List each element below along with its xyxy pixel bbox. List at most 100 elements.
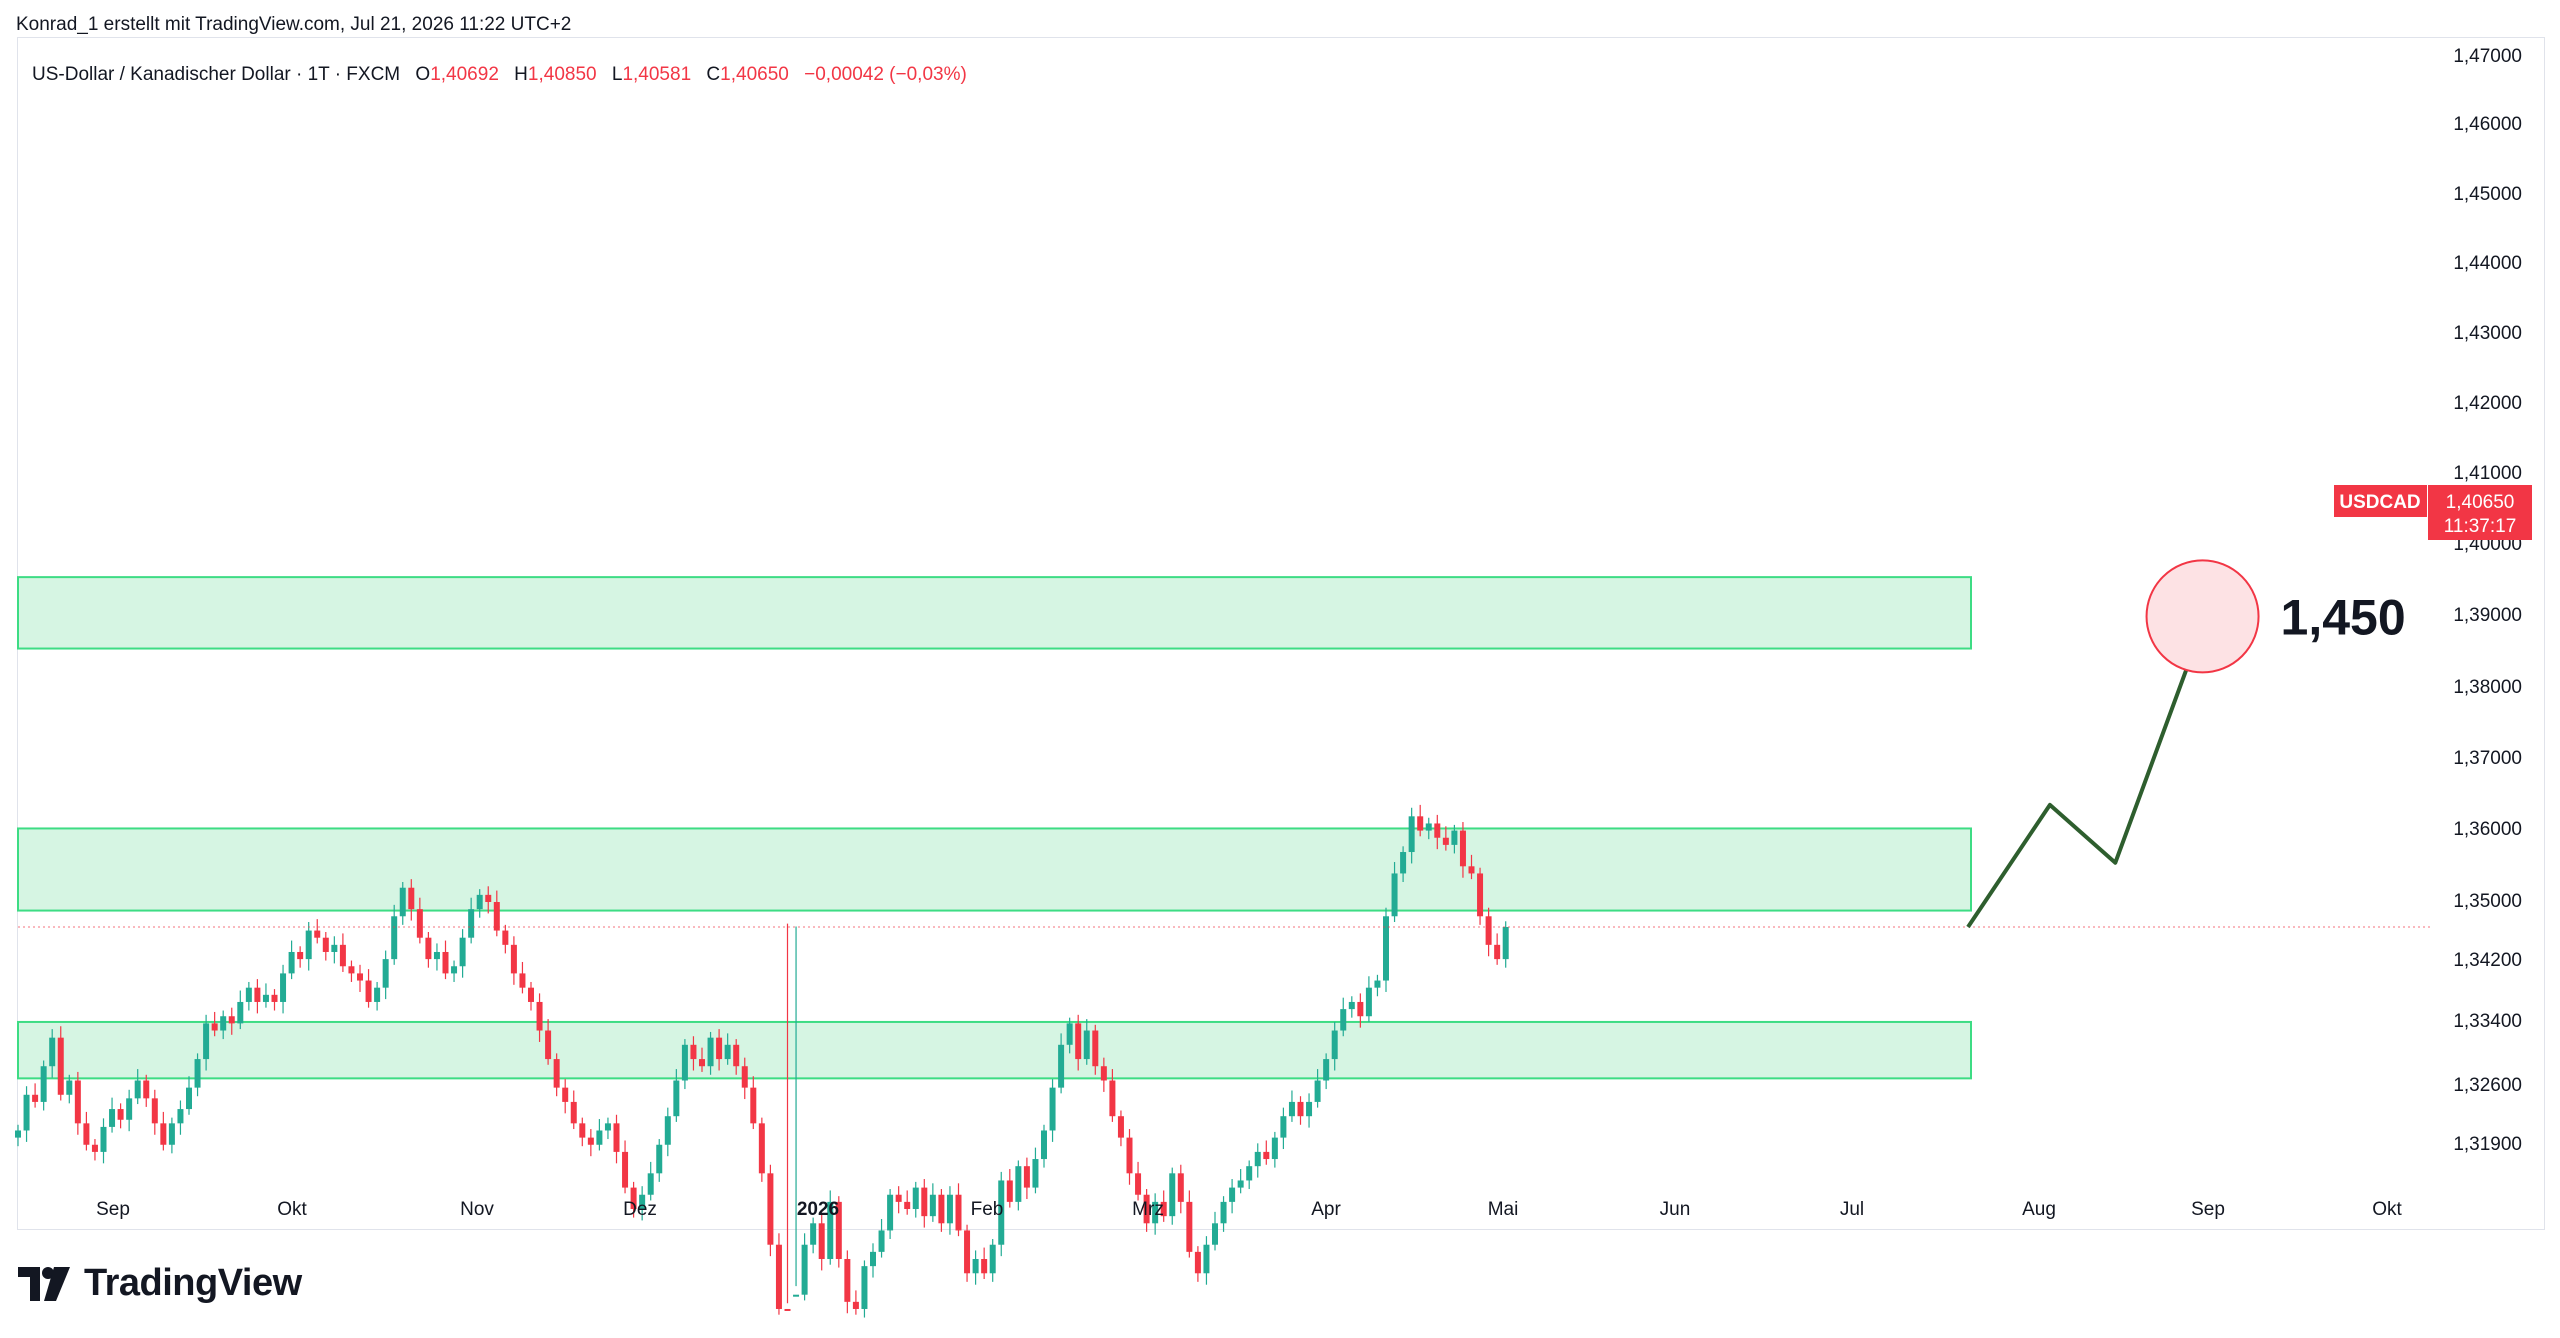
candle-body <box>1075 1023 1082 1060</box>
candle-body <box>476 894 483 910</box>
price-axis: 1,47000 1,46000 1,45000 1,44000 1,43000 1,420… <box>2453 46 2522 1155</box>
candle-body <box>485 894 492 902</box>
tradingview-logo-icon <box>18 1266 70 1301</box>
close-value: 1,40650 <box>720 64 789 85</box>
candle-body <box>579 1123 586 1138</box>
candle-body <box>921 1187 928 1217</box>
x-tick-label: Dez <box>623 1199 657 1220</box>
candle-body <box>228 1016 235 1024</box>
candle-body <box>647 1173 654 1195</box>
candle-body <box>1425 823 1432 831</box>
projection-path <box>1966 609 2210 929</box>
candle-body <box>1049 1087 1056 1131</box>
candle-body <box>271 994 278 1002</box>
candle-body <box>143 1080 150 1099</box>
x-tick-label: Apr <box>1311 1199 1341 1220</box>
price-badge-bg <box>2428 485 2532 540</box>
candle-body <box>211 1023 218 1031</box>
candle-body <box>510 944 517 974</box>
candle-body <box>929 1194 936 1217</box>
candle-body <box>177 1109 184 1124</box>
candle-body <box>604 1123 611 1131</box>
candle-body <box>656 1144 663 1174</box>
candle-body <box>964 1230 971 1274</box>
candle-body <box>1066 1023 1073 1045</box>
x-tick-label: Okt <box>2372 1199 2402 1220</box>
price-zone <box>17 827 1972 912</box>
candle-body <box>1083 1030 1090 1060</box>
candle-body <box>1494 944 1501 960</box>
candle-body <box>416 909 423 938</box>
candle-body <box>887 1194 894 1231</box>
candle-body <box>322 937 329 952</box>
x-tick-label: Sep <box>96 1199 130 1220</box>
candle-body <box>15 1130 21 1138</box>
candle-body <box>1006 1180 1013 1202</box>
candle-body <box>1237 1180 1244 1188</box>
candle-body <box>117 1109 124 1120</box>
candle-body <box>835 1201 842 1259</box>
author-line: Konrad_1 erstellt mit TradingView.com, J… <box>16 14 572 35</box>
y-tick-label: 1,42000 <box>2453 393 2522 414</box>
candle-body <box>553 1059 560 1088</box>
candle-body <box>1434 823 1441 838</box>
candle-body <box>1109 1080 1116 1117</box>
candle-body <box>1023 1166 1030 1188</box>
candle-body <box>365 980 372 1002</box>
candle-body <box>1015 1166 1022 1202</box>
candle-body <box>1323 1059 1330 1081</box>
candle-body <box>741 1066 748 1088</box>
candle-body <box>870 1251 876 1267</box>
symbol-title[interactable]: US-Dollar / Kanadischer Dollar · 1T · FX… <box>32 64 401 85</box>
candle-body <box>74 1080 81 1124</box>
candle-body <box>630 1187 637 1210</box>
candle-body <box>220 1016 227 1031</box>
candle-body <box>519 973 526 988</box>
candle-body <box>545 1030 552 1060</box>
candle-body <box>280 973 287 1002</box>
candle-body <box>1169 1173 1176 1217</box>
tradingview-logo[interactable]: TradingView <box>18 1262 302 1305</box>
x-tick-label: Nov <box>460 1199 494 1220</box>
candle-body <box>1314 1080 1321 1102</box>
candle-body <box>1152 1201 1159 1224</box>
candle-body <box>775 1244 782 1309</box>
x-tick-label: Mai <box>1488 1199 1519 1220</box>
candle-body <box>1220 1201 1227 1224</box>
candle-body <box>1331 1030 1338 1060</box>
candle-body <box>810 1223 817 1245</box>
candle-body <box>168 1123 175 1145</box>
candle-body <box>587 1137 594 1145</box>
x-tick-label: Mrz <box>1132 1199 1164 1220</box>
candle-body <box>348 966 355 974</box>
candle-body <box>1143 1194 1150 1224</box>
candle-body <box>1374 980 1381 988</box>
candle-body <box>750 1087 757 1124</box>
candle-body <box>681 1044 688 1081</box>
candle-body <box>801 1244 808 1295</box>
low-label: L <box>611 64 623 85</box>
low-value: 1,40581 <box>622 64 692 85</box>
candle-body <box>1468 866 1475 874</box>
candle-body <box>1160 1201 1167 1217</box>
candle-body <box>528 987 534 1002</box>
x-tick-label: Feb <box>971 1199 1004 1220</box>
y-tick-label: 1,35000 <box>2453 891 2522 912</box>
x-tick-label: Sep <box>2191 1199 2225 1220</box>
candle-body <box>57 1037 64 1095</box>
close-label: C <box>706 64 721 85</box>
candle-body <box>1383 916 1389 981</box>
candle-body <box>1135 1173 1142 1195</box>
candle-body <box>288 951 295 974</box>
candle-body <box>639 1194 646 1210</box>
candle-body <box>1306 1101 1313 1117</box>
candle-body <box>1451 830 1458 845</box>
candle-body <box>459 937 466 967</box>
candle-body <box>186 1087 192 1110</box>
candle-body <box>1485 916 1492 945</box>
candle-body <box>408 887 415 910</box>
candle-body <box>895 1194 902 1202</box>
candle-body <box>451 966 458 974</box>
candle-body <box>1400 852 1407 874</box>
